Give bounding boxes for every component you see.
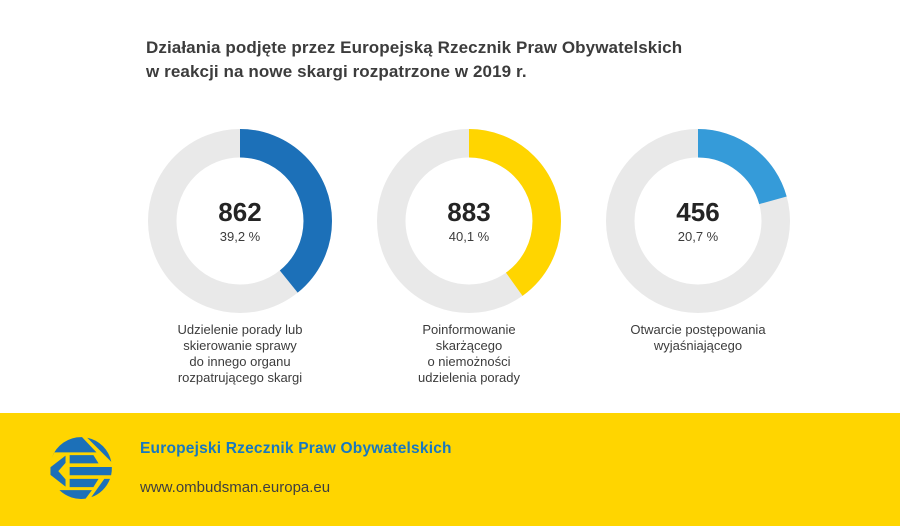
donut-percent: 39,2 % xyxy=(219,229,261,245)
donut-chart-row: 862 39,2 % Udzielenie porady lub skierow… xyxy=(148,129,790,386)
chart-title-line-1: Działania podjęte przez Europejską Rzecz… xyxy=(146,38,683,57)
donut-center-informed: 883 40,1 % xyxy=(377,129,561,313)
donut-card-inquiry: 456 20,7 % Otwarcie postępowania wyjaśni… xyxy=(606,129,790,386)
donut-label: Otwarcie postępowania wyjaśniającego xyxy=(630,322,765,354)
european-ombudsman-logo-icon xyxy=(50,437,112,499)
donut-center-inquiry: 456 20,7 % xyxy=(606,129,790,313)
donut-label-line: Otwarcie postępowania xyxy=(630,322,766,337)
donut-label: Poinformowanie skarżącego o niemożności … xyxy=(418,322,520,386)
donut-label-line: Poinformowanie xyxy=(422,322,516,337)
donut-chart-inquiry: 456 20,7 % xyxy=(606,129,790,313)
donut-ring-inquiry xyxy=(606,129,790,313)
donut-card-advice: 862 39,2 % Udzielenie porady lub skierow… xyxy=(148,129,332,386)
website-url: www.ombudsman.europa.eu xyxy=(140,479,331,496)
donut-label-line: o niemożności xyxy=(427,354,511,369)
donut-label-line: skarżącego xyxy=(435,338,503,353)
donut-chart-advice: 862 39,2 % xyxy=(148,129,332,313)
chart-title: Działania podjęte przez Europejską Rzecz… xyxy=(146,36,682,84)
donut-chart-informed: 883 40,1 % xyxy=(377,129,561,313)
donut-percent: 20,7 % xyxy=(677,229,719,245)
donut-value: 456 xyxy=(676,196,720,227)
donut-label-line: skierowanie sprawy xyxy=(183,338,297,353)
donut-card-informed: 883 40,1 % Poinformowanie skarżącego o n… xyxy=(377,129,561,386)
organization-name: Europejski Rzecznik Praw Obywatelskich xyxy=(140,440,452,457)
donut-percent: 40,1 % xyxy=(448,229,490,245)
donut-label-line: do innego organu xyxy=(189,354,291,369)
donut-label: Udzielenie porady lub skierowanie sprawy… xyxy=(177,322,302,386)
donut-label-line: Udzielenie porady lub xyxy=(177,322,303,337)
footer-banner: Europejski Rzecznik Praw Obywatelskich w… xyxy=(0,413,900,526)
chart-title-line-2: w reakcji na nowe skargi rozpatrzone w 2… xyxy=(146,62,527,81)
donut-center-advice: 862 39,2 % xyxy=(148,129,332,313)
donut-label-line: rozpatrującego skargi xyxy=(177,370,303,385)
donut-ring-informed xyxy=(377,129,561,313)
donut-value: 862 xyxy=(218,196,262,227)
donut-label-line: udzielenia porady xyxy=(418,370,520,385)
donut-label-line: wyjaśniającego xyxy=(653,338,743,353)
donut-value: 883 xyxy=(447,196,491,227)
donut-ring-advice xyxy=(148,129,332,313)
